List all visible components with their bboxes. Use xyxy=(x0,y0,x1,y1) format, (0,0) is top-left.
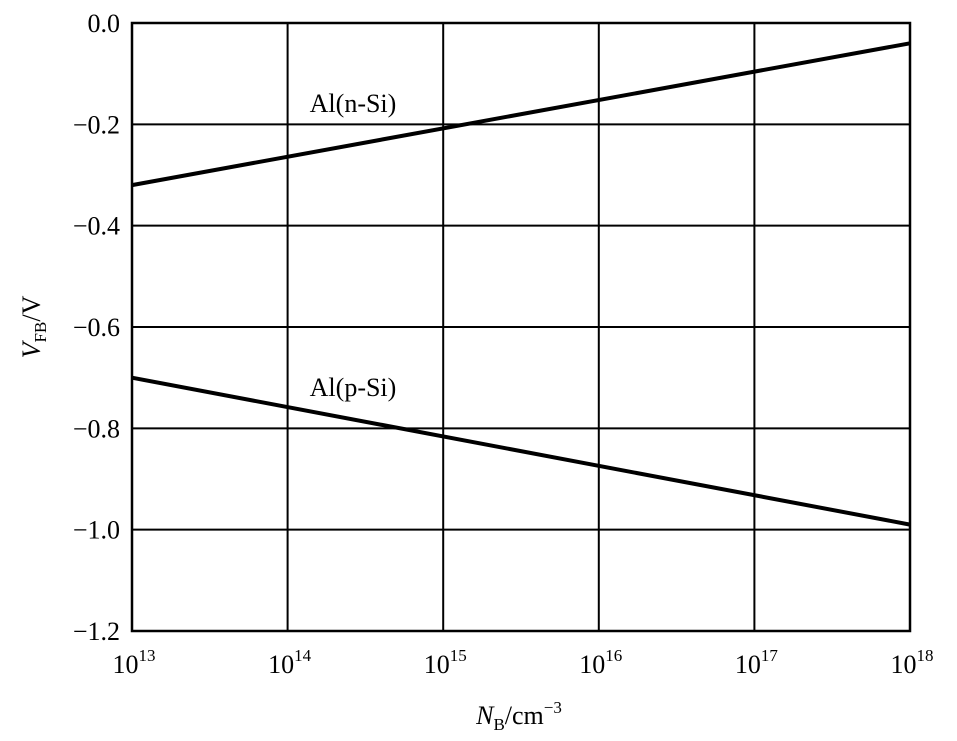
y-tick-label: −1.2 xyxy=(73,617,120,646)
x-tick-exponent: 14 xyxy=(294,646,312,665)
x-tick-label: 1017 xyxy=(735,646,779,679)
series-label: Al(n-Si) xyxy=(310,89,397,118)
x-tick-base: 10 xyxy=(424,650,450,679)
series-lines: Al(n-Si) Al(p-Si) xyxy=(131,41,911,527)
x-tick-base: 10 xyxy=(579,650,605,679)
x-axis-label: NB/cm−3 xyxy=(475,698,562,734)
x-axis-label-sup: −3 xyxy=(544,698,562,717)
x-tick-exponent: 16 xyxy=(605,646,622,665)
x-tick-label: 1015 xyxy=(424,646,467,679)
x-tick-exponent: 18 xyxy=(917,646,934,665)
y-tick-label: −0.6 xyxy=(73,313,120,342)
x-tick-base: 10 xyxy=(268,650,294,679)
x-axis-label-sub: B xyxy=(493,715,504,734)
series-line-al-n-si xyxy=(131,41,911,188)
plot-frame xyxy=(130,21,912,633)
x-tick-exponent: 15 xyxy=(450,646,467,665)
series-label: Al(p-Si) xyxy=(310,373,397,402)
series-line-al-p-si xyxy=(131,375,911,527)
y-tick-label: −0.8 xyxy=(73,414,120,443)
x-tick-base: 10 xyxy=(891,650,917,679)
y-tick-label: −1.0 xyxy=(73,516,120,545)
x-axis-label-var: N xyxy=(475,701,495,730)
x-tick-labels: 1013 1014 1015 1016 1017 1018 xyxy=(113,646,934,679)
x-tick-base: 10 xyxy=(735,650,761,679)
y-axis-label-var: V xyxy=(17,339,46,358)
x-tick-label: 1013 xyxy=(113,646,156,679)
y-tick-label: 0.0 xyxy=(88,9,121,38)
y-axis-label-sub: FB xyxy=(31,322,50,343)
y-tick-labels: 0.0 −0.2 −0.4 −0.6 −0.8 −1.0 −1.2 xyxy=(73,9,120,646)
y-axis-label-unit: /V xyxy=(17,295,46,321)
y-tick-label: −0.2 xyxy=(73,110,120,139)
x-axis-label-unit: /cm xyxy=(505,701,544,730)
x-tick-exponent: 17 xyxy=(761,646,779,665)
x-tick-base: 10 xyxy=(113,650,139,679)
y-tick-label: −0.4 xyxy=(73,212,120,241)
x-tick-label: 1016 xyxy=(579,646,622,679)
x-tick-label: 1018 xyxy=(891,646,934,679)
y-axis-label: VFB/V xyxy=(17,295,50,358)
x-tick-label: 1014 xyxy=(268,646,312,679)
x-tick-exponent: 13 xyxy=(139,646,156,665)
